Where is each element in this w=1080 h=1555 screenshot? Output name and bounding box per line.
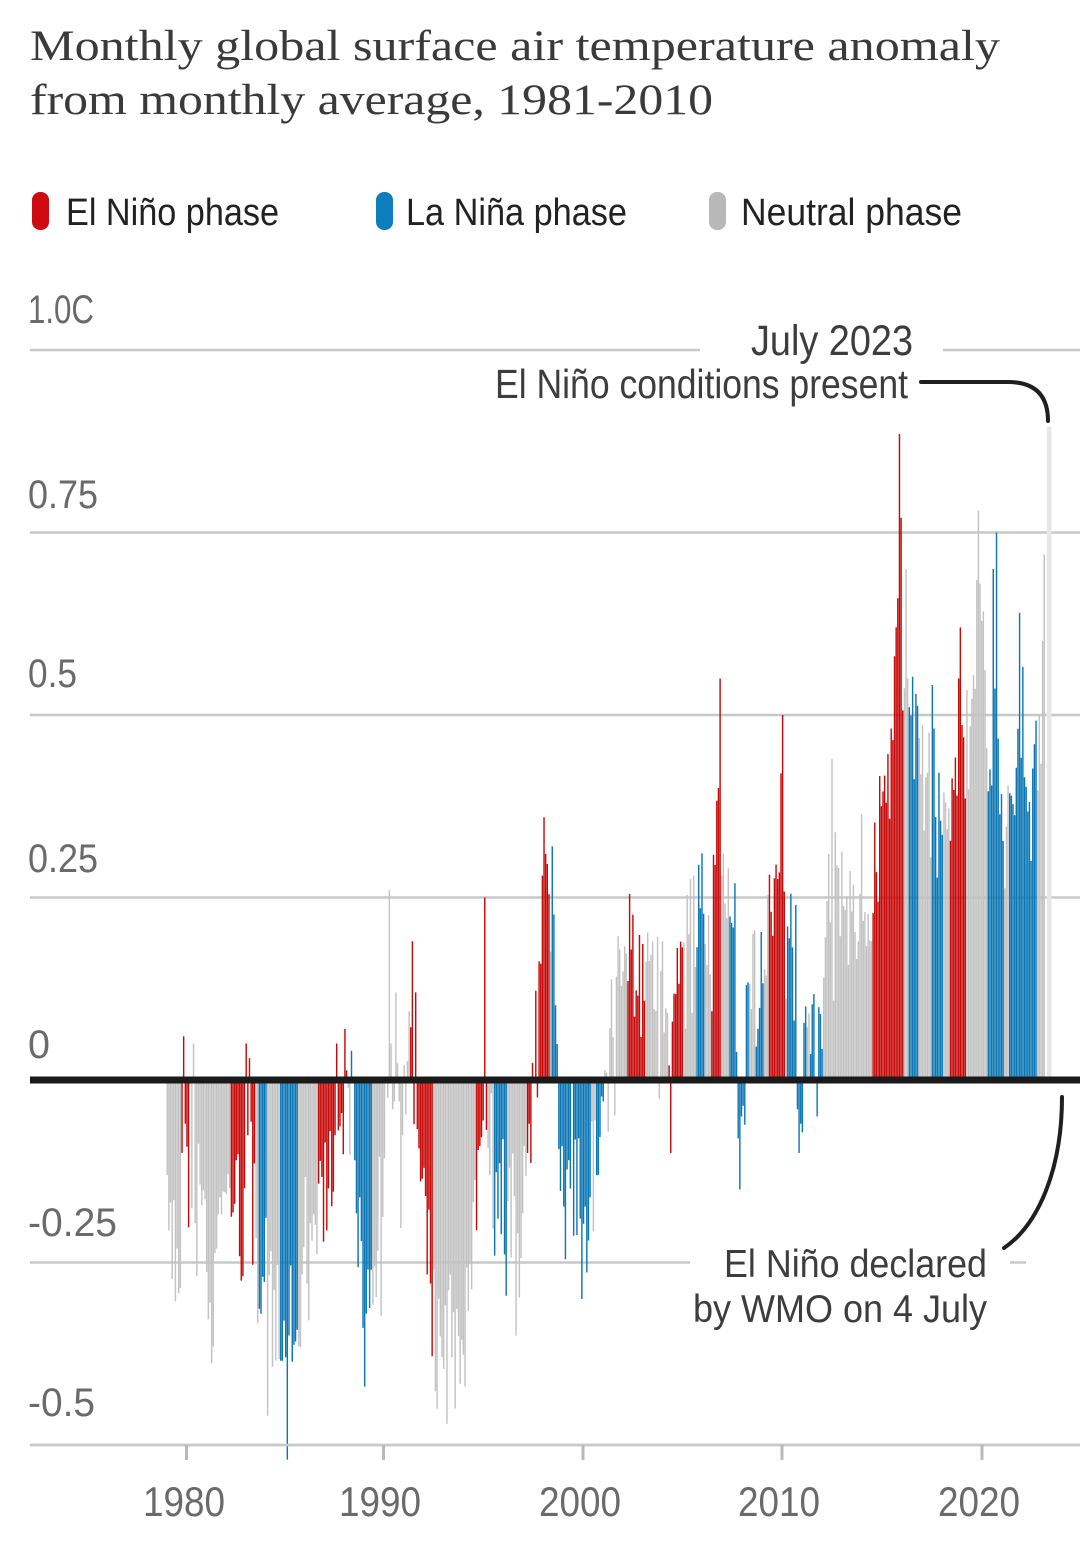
svg-text:El Niño phase: El Niño phase [66, 192, 279, 234]
svg-text:by WMO on 4 July: by WMO on 4 July [693, 1288, 988, 1331]
svg-text:Neutral phase: Neutral phase [741, 192, 962, 234]
svg-text:-0.25: -0.25 [28, 1201, 117, 1245]
svg-text:1980: 1980 [143, 1478, 225, 1525]
svg-text:La Niña phase: La Niña phase [406, 192, 627, 234]
svg-text:El Niño conditions present: El Niño conditions present [495, 361, 909, 407]
svg-text:-0.5: -0.5 [28, 1381, 95, 1425]
svg-text:1990: 1990 [339, 1478, 421, 1525]
svg-text:July 2023: July 2023 [751, 317, 913, 365]
svg-text:from monthly average, 1981-201: from monthly average, 1981-2010 [30, 77, 713, 124]
svg-text:Monthly global surface air tem: Monthly global surface air temperature a… [30, 23, 1001, 70]
svg-text:2000: 2000 [539, 1478, 621, 1525]
svg-text:0.75: 0.75 [28, 473, 98, 517]
svg-text:2020: 2020 [938, 1478, 1020, 1525]
svg-text:1.0C: 1.0C [28, 288, 94, 332]
svg-text:0.25: 0.25 [28, 837, 98, 881]
svg-text:El Niño declared: El Niño declared [724, 1243, 987, 1286]
svg-text:0: 0 [28, 1023, 50, 1067]
svg-text:2010: 2010 [738, 1478, 820, 1525]
svg-text:0.5: 0.5 [28, 652, 77, 696]
